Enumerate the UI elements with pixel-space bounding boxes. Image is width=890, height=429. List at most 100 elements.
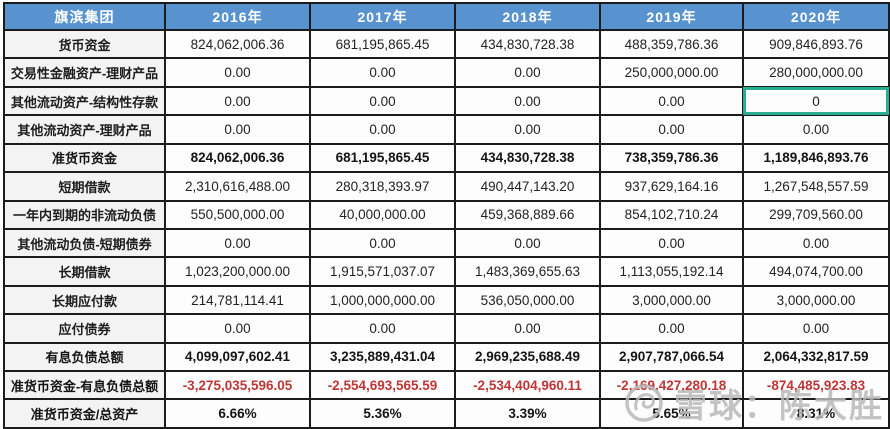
value-cell[interactable]: 8.31%	[742, 398, 890, 429]
value-cell[interactable]: 854,102,710.24	[599, 199, 744, 230]
value-cell[interactable]: 2,969,235,688.49	[454, 341, 601, 373]
value-cell[interactable]: 1,023,200,000.00	[164, 256, 311, 287]
value-cell[interactable]: 1,000,000,000.00	[309, 284, 456, 316]
value-cell[interactable]: 490,447,143.20	[454, 171, 601, 202]
row-label[interactable]: 有息负债总额	[3, 341, 166, 373]
value-cell[interactable]: 909,846,893.76	[742, 28, 890, 60]
value-cell[interactable]: -874,485,923.83	[742, 370, 890, 401]
value-cell[interactable]: 824,062,006.36	[164, 28, 311, 60]
value-cell[interactable]: 0.00	[599, 85, 744, 117]
value-cell[interactable]: 488,359,786.36	[599, 28, 744, 60]
selected-value-cell[interactable]: 0	[742, 85, 890, 117]
value-cell[interactable]: 3,235,889,431.04	[309, 341, 456, 373]
row-label[interactable]: 其他流动负债-短期债券	[3, 227, 166, 259]
value-cell[interactable]: 0.00	[742, 313, 890, 344]
value-cell[interactable]: 0.00	[164, 227, 311, 259]
value-cell[interactable]: 1,113,055,192.14	[599, 256, 744, 287]
row-label[interactable]: 应付债券	[3, 313, 166, 344]
value-cell[interactable]: 280,000,000.00	[742, 57, 890, 88]
value-cell[interactable]: 0.00	[599, 227, 744, 259]
value-cell[interactable]: 0.00	[454, 114, 601, 145]
table-row: 其他流动资产-理财产品 0.00 0.00 0.00 0.00 0.00	[3, 114, 890, 145]
value-cell[interactable]: 550,500,000.00	[164, 199, 311, 230]
value-cell[interactable]: 0.00	[164, 85, 311, 117]
value-cell[interactable]: 494,074,700.00	[742, 256, 890, 287]
row-label[interactable]: 其他流动资产-结构性存款	[3, 85, 166, 117]
value-cell[interactable]: -2,554,693,565.59	[309, 370, 456, 401]
value-cell[interactable]: 1,483,369,655.63	[454, 256, 601, 287]
year-header-2020[interactable]: 2020年	[742, 2, 890, 31]
value-cell[interactable]: 0.00	[454, 85, 601, 117]
value-cell[interactable]: 1,915,571,037.07	[309, 256, 456, 287]
row-label[interactable]: 一年内到期的非流动负债	[3, 199, 166, 230]
value-cell[interactable]: 434,830,728.38	[454, 142, 601, 174]
spreadsheet-table-wrap: 旗滨集团 2016年 2017年 2018年 2019年 2020年 货币资金 8…	[3, 2, 890, 429]
value-cell[interactable]: 0.00	[309, 313, 456, 344]
value-cell[interactable]: 3.39%	[454, 398, 601, 429]
value-cell[interactable]: 6.66%	[164, 398, 311, 429]
value-cell[interactable]: 681,195,865.45	[309, 142, 456, 174]
financial-table: 旗滨集团 2016年 2017年 2018年 2019年 2020年 货币资金 8…	[3, 2, 890, 429]
value-cell[interactable]: 5.65%	[599, 398, 744, 429]
value-cell[interactable]: 250,000,000.00	[599, 57, 744, 88]
value-cell[interactable]: 0.00	[454, 57, 601, 88]
value-cell[interactable]: 40,000,000.00	[309, 199, 456, 230]
year-header-2019[interactable]: 2019年	[599, 2, 744, 31]
value-cell[interactable]: 459,368,889.66	[454, 199, 601, 230]
row-label[interactable]: 准货币资金-有息负债总额	[3, 370, 166, 401]
value-cell[interactable]: 0.00	[309, 85, 456, 117]
value-cell[interactable]: 3,000,000.00	[742, 284, 890, 316]
value-cell[interactable]: -2,534,404,960.11	[454, 370, 601, 401]
value-cell[interactable]: 0.00	[454, 313, 601, 344]
value-cell[interactable]: 738,359,786.36	[599, 142, 744, 174]
row-label[interactable]: 短期借款	[3, 171, 166, 202]
table-row: 准货币资金-有息负债总额 -3,275,035,596.05 -2,554,693,…	[3, 370, 890, 401]
value-cell[interactable]: 3,000,000.00	[599, 284, 744, 316]
value-cell[interactable]: 2,310,616,488.00	[164, 171, 311, 202]
value-cell[interactable]: 681,195,865.45	[309, 28, 456, 60]
table-row: 其他流动负债-短期债券 0.00 0.00 0.00 0.00 0.00	[3, 227, 890, 259]
year-header-2017[interactable]: 2017年	[309, 2, 456, 31]
row-label[interactable]: 准货币资金	[3, 142, 166, 174]
header-row: 旗滨集团 2016年 2017年 2018年 2019年 2020年	[3, 2, 890, 31]
table-row: 货币资金 824,062,006.36 681,195,865.45 434,830,…	[3, 28, 890, 60]
value-cell[interactable]: 536,050,000.00	[454, 284, 601, 316]
value-cell[interactable]: 0.00	[599, 114, 744, 145]
row-label[interactable]: 交易性金融资产-理财产品	[3, 57, 166, 88]
value-cell[interactable]: 0.00	[164, 313, 311, 344]
value-cell[interactable]: 824,062,006.36	[164, 142, 311, 174]
value-cell[interactable]: 280,318,393.97	[309, 171, 456, 202]
value-cell[interactable]: 0.00	[309, 114, 456, 145]
value-cell[interactable]: 0.00	[164, 57, 311, 88]
table-row: 交易性金融资产-理财产品 0.00 0.00 0.00 250,000,000.00 28…	[3, 57, 890, 88]
year-header-2016[interactable]: 2016年	[164, 2, 311, 31]
value-cell[interactable]: 0.00	[454, 227, 601, 259]
value-cell[interactable]: 2,064,332,817.59	[742, 341, 890, 373]
value-cell[interactable]: 937,629,164.16	[599, 171, 744, 202]
row-label[interactable]: 其他流动资产-理财产品	[3, 114, 166, 145]
row-label[interactable]: 长期应付款	[3, 284, 166, 316]
value-cell[interactable]: 0.00	[742, 114, 890, 145]
row-label[interactable]: 长期借款	[3, 256, 166, 287]
value-cell[interactable]: 0.00	[599, 313, 744, 344]
corner-header[interactable]: 旗滨集团	[3, 2, 166, 31]
row-label[interactable]: 准货币资金/总资产	[3, 398, 166, 429]
table-row: 一年内到期的非流动负债 550,500,000.00 40,000,000.00 45…	[3, 199, 890, 230]
value-cell[interactable]: 299,709,560.00	[742, 199, 890, 230]
value-cell[interactable]: -2,169,427,280.18	[599, 370, 744, 401]
value-cell[interactable]: 5.36%	[309, 398, 456, 429]
row-label[interactable]: 货币资金	[3, 28, 166, 60]
value-cell[interactable]: 1,189,846,893.76	[742, 142, 890, 174]
value-cell[interactable]: 0.00	[164, 114, 311, 145]
value-cell[interactable]: 0.00	[742, 227, 890, 259]
value-cell[interactable]: 4,099,097,602.41	[164, 341, 311, 373]
value-cell[interactable]: 2,907,787,066.54	[599, 341, 744, 373]
value-cell[interactable]: 434,830,728.38	[454, 28, 601, 60]
value-cell[interactable]: 214,781,114.41	[164, 284, 311, 316]
year-header-2018[interactable]: 2018年	[454, 2, 601, 31]
value-cell[interactable]: 0.00	[309, 57, 456, 88]
value-cell[interactable]: -3,275,035,596.05	[164, 370, 311, 401]
table-row: 应付债券 0.00 0.00 0.00 0.00 0.00	[3, 313, 890, 344]
value-cell[interactable]: 0.00	[309, 227, 456, 259]
value-cell[interactable]: 1,267,548,557.59	[742, 171, 890, 202]
